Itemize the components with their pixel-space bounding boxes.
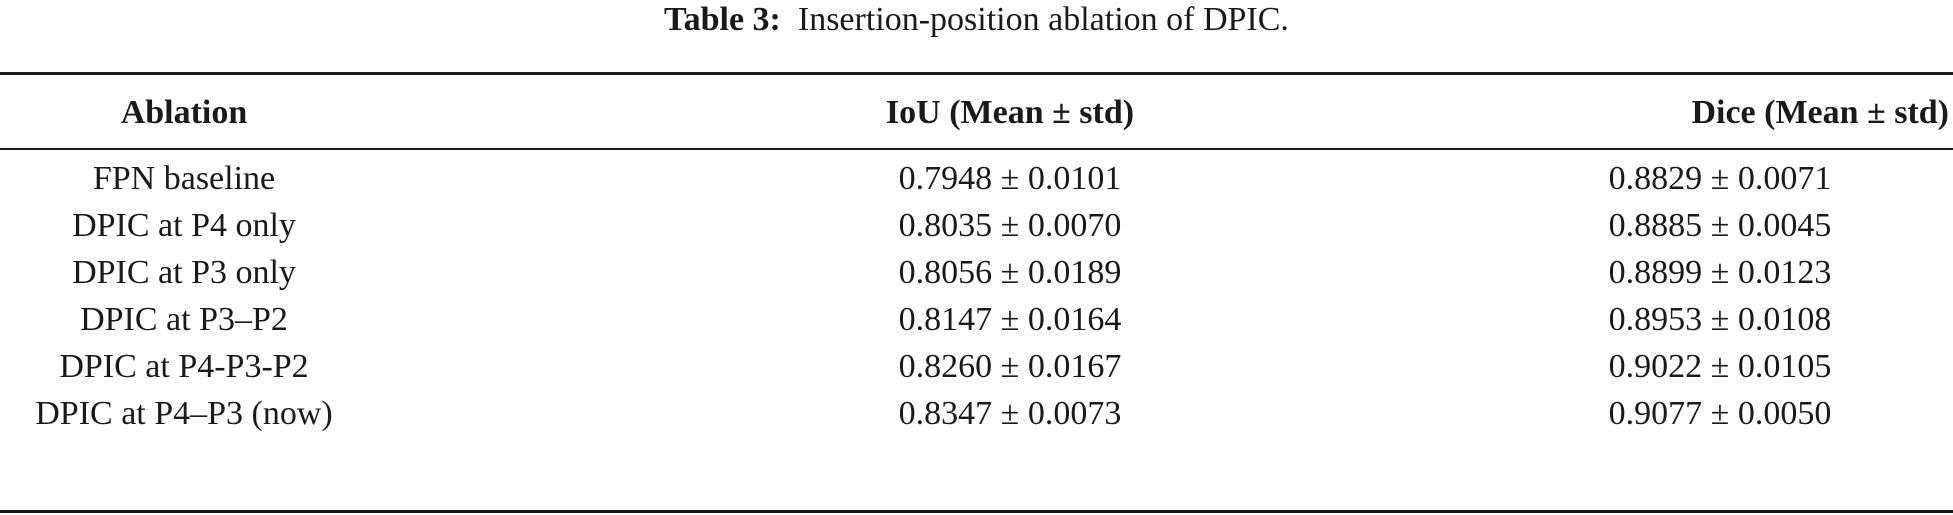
cell-dice: 0.9077 ± 0.0050 <box>1608 395 1832 432</box>
cell-ablation: DPIC at P4-P3-P2 <box>59 348 309 385</box>
cell-iou: 0.7948 ± 0.0101 <box>898 160 1122 197</box>
table-row: DPIC at P4–P3 (now) 0.8347 ± 0.0073 0.90… <box>0 385 1953 443</box>
table-caption: Table 3: Insertion-position ablation of … <box>0 0 1953 52</box>
cell-dice: 0.8953 ± 0.0108 <box>1608 301 1832 338</box>
cell-dice: 0.8899 ± 0.0123 <box>1608 254 1832 291</box>
table-row: DPIC at P4 only 0.8035 ± 0.0070 0.8885 ±… <box>0 197 1953 255</box>
cell-iou: 0.8347 ± 0.0073 <box>898 395 1122 432</box>
table-row: DPIC at P4-P3-P2 0.8260 ± 0.0167 0.9022 … <box>0 338 1953 396</box>
header-rule <box>0 148 1953 150</box>
cell-iou: 0.8260 ± 0.0167 <box>898 348 1122 385</box>
caption-label: Table 3: <box>664 1 781 38</box>
table-header-row: Ablation IoU (Mean ± std) Dice (Mean ± s… <box>0 84 1953 142</box>
cell-dice: 0.8829 ± 0.0071 <box>1608 160 1832 197</box>
bottom-rule <box>0 510 1953 513</box>
cell-iou: 0.8147 ± 0.0164 <box>898 301 1122 338</box>
cell-iou: 0.8035 ± 0.0070 <box>898 207 1122 244</box>
cell-ablation: FPN baseline <box>92 160 276 197</box>
table-row: DPIC at P3–P2 0.8147 ± 0.0164 0.8953 ± 0… <box>0 291 1953 349</box>
table-row: DPIC at P3 only 0.8056 ± 0.0189 0.8899 ±… <box>0 244 1953 302</box>
cell-iou: 0.8056 ± 0.0189 <box>898 254 1122 291</box>
header-ablation: Ablation <box>120 94 248 131</box>
top-rule <box>0 72 1953 75</box>
cell-dice: 0.8885 ± 0.0045 <box>1608 207 1832 244</box>
caption-text: Insertion-position ablation of DPIC. <box>797 1 1289 38</box>
table-row: FPN baseline 0.7948 ± 0.0101 0.8829 ± 0.… <box>0 150 1953 208</box>
cell-ablation: DPIC at P3 only <box>72 254 296 291</box>
cell-ablation: DPIC at P4 only <box>72 207 296 244</box>
cell-ablation: DPIC at P3–P2 <box>80 301 288 338</box>
cell-dice: 0.9022 ± 0.0105 <box>1608 348 1832 385</box>
header-dice: Dice (Mean ± std) <box>1691 94 1949 131</box>
header-iou: IoU (Mean ± std) <box>885 94 1135 131</box>
cell-ablation: DPIC at P4–P3 (now) <box>35 395 333 432</box>
